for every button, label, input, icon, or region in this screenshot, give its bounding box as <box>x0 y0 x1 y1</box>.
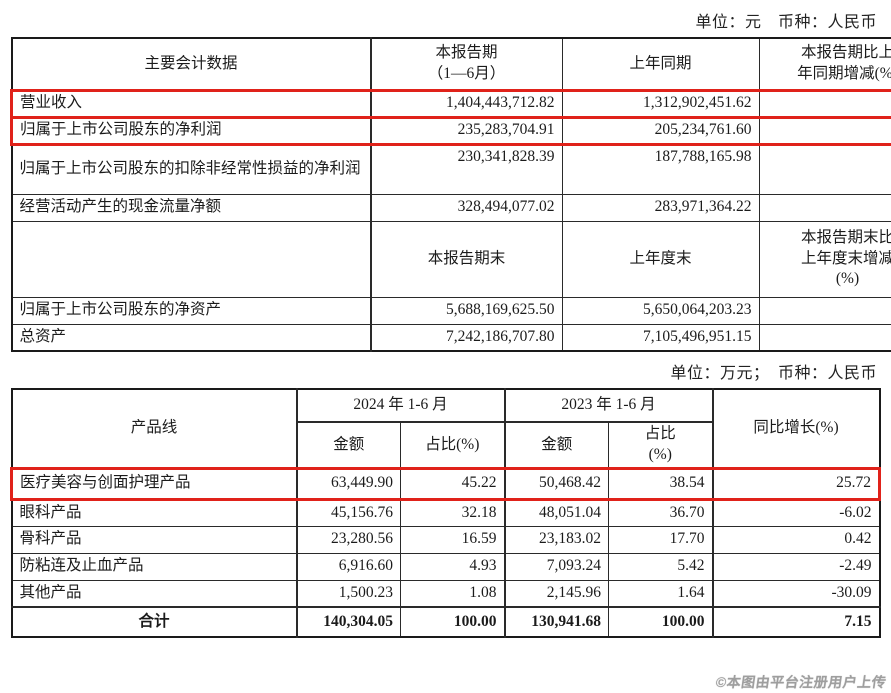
table-row-deducted-net-profit: 归属于上市公司股东的扣除非经常性损益的净利润 230,341,828.39 18… <box>11 143 891 195</box>
total-label: 合计 <box>11 606 297 638</box>
table-row-medical-aesthetics-highlighted: 医疗美容与创面护理产品 63,449.90 45.22 50,468.42 38… <box>10 466 881 501</box>
row-label: 医疗美容与创面护理产品 <box>10 466 297 501</box>
cell-current: 1,404,443,712.82 <box>369 88 563 119</box>
table-row-anti-adhesion: 防粘连及止血产品 6,916.60 4.93 7,093.24 5.42 -2.… <box>11 552 880 581</box>
row-label: 营业收入 <box>10 88 371 119</box>
row-label: 总资产 <box>11 323 371 352</box>
cell-share-2023: 5.42 <box>608 552 713 581</box>
cell-amount-2023: 2,145.96 <box>503 579 609 608</box>
cell-prior: 5,650,064,203.23 <box>561 296 760 325</box>
table-row-operating-cashflow: 经营活动产生的现金流量净额 328,494,077.02 283,971,364… <box>11 193 891 222</box>
cell-share-2023: 1.64 <box>608 579 713 608</box>
header-period-end-change: 本报告期末比 上年度末增减 (%) <box>758 220 891 298</box>
cell-share-2024: 4.93 <box>400 552 505 581</box>
table-header-row: 主要会计数据 本报告期 （1—6月） 上年同期 本报告期比上 年同期增减(%) <box>11 37 891 91</box>
row-label: 归属于上市公司股东的净资产 <box>11 296 371 325</box>
header-current-period: 本报告期 （1—6月） <box>369 37 563 91</box>
header-year-2023: 2023 年 1-6 月 <box>503 388 713 423</box>
report-page: 单位：元 币种：人民币 主要会计数据 本报告期 （1—6月） 上年同期 本报告期… <box>10 14 891 638</box>
row-label: 归属于上市公司股东的净利润 <box>10 115 371 146</box>
cell-current: 235,283,704.91 <box>369 115 563 146</box>
cell-yoy: 0.42 <box>711 525 880 554</box>
header-share-2024: 占比(%) <box>400 421 505 469</box>
cell-change: 22.66 <box>758 143 891 195</box>
cell-amount-2024: 6,916.60 <box>295 552 401 581</box>
cell-yoy: 7.15 <box>711 606 880 638</box>
cell-share-2023: 38.54 <box>608 466 713 501</box>
cell-yoy: -6.02 <box>711 498 880 527</box>
row-label: 骨科产品 <box>11 525 297 554</box>
table-header-metric-row: 金额 占比(%) 金额 占比 (%) <box>12 421 880 469</box>
cell-share-2024: 45.22 <box>400 466 505 501</box>
cell-amount-2023: 48,051.04 <box>503 498 609 527</box>
table-row-orthopedic: 骨科产品 23,280.56 16.59 23,183.02 17.70 0.4… <box>11 525 880 554</box>
cell-share-2024: 1.08 <box>400 579 505 608</box>
key-accounting-data-table: 主要会计数据 本报告期 （1—6月） 上年同期 本报告期比上 年同期增减(%) … <box>10 37 891 352</box>
header-period-end: 本报告期末 <box>369 220 563 298</box>
table-row-total: 合计 140,304.05 100.00 130,941.68 100.00 7… <box>11 606 880 638</box>
table-subheader-row-period-end: 本报告期末 上年度末 本报告期末比 上年度末增减 (%) <box>11 220 891 298</box>
cell-prior: 7,105,496,951.15 <box>561 323 760 352</box>
cell-prior: 1,312,902,451.62 <box>561 88 760 119</box>
cell-share-2024: 100.00 <box>400 606 505 638</box>
header-year-2024: 2024 年 1-6 月 <box>295 388 505 423</box>
cell-share-2024: 16.59 <box>400 525 505 554</box>
row-label: 经营活动产生的现金流量净额 <box>11 193 371 222</box>
cell-current: 5,688,169,625.50 <box>369 296 563 325</box>
cell-prior: 205,234,761.60 <box>561 115 760 146</box>
cell-amount-2024: 63,449.90 <box>295 466 401 501</box>
cell-amount-2024: 140,304.05 <box>295 606 401 638</box>
cell-change: 1.92 <box>758 323 891 352</box>
header-change: 本报告期比上 年同期增减(%) <box>758 37 891 91</box>
row-label: 防粘连及止血产品 <box>11 552 297 581</box>
cell-current: 230,341,828.39 <box>369 143 563 195</box>
unit-note-mid: 单位：万元； 币种：人民币 <box>670 365 877 382</box>
cell-share-2023: 36.70 <box>608 498 713 527</box>
cell-yoy: -30.09 <box>711 579 880 608</box>
header-prior-period: 上年同期 <box>561 37 760 91</box>
header-amount-2024: 金额 <box>295 421 401 469</box>
cell-share-2023: 17.70 <box>608 525 713 554</box>
cell-amount-2024: 23,280.56 <box>295 525 401 554</box>
cell-share-2023: 100.00 <box>608 606 713 638</box>
cell-amount-2023: 7,093.24 <box>503 552 609 581</box>
cell-amount-2024: 1,500.23 <box>295 579 401 608</box>
cell-change: 15.68 <box>758 193 891 222</box>
cell-share-2024: 32.18 <box>400 498 505 527</box>
row-label: 其他产品 <box>11 579 297 608</box>
table-header-year-row: 产品线 2024 年 1-6 月 2023 年 1-6 月 同比增长(%) <box>11 388 880 469</box>
unit-note-top: 单位：元 币种：人民币 <box>695 14 877 31</box>
table-row-net-profit-highlighted: 归属于上市公司股东的净利润 235,283,704.91 205,234,761… <box>10 115 891 146</box>
cell-amount-2023: 50,468.42 <box>503 466 609 501</box>
header-empty <box>11 220 371 298</box>
cell-amount-2023: 130,941.68 <box>503 606 609 638</box>
row-label: 归属于上市公司股东的扣除非经常性损益的净利润 <box>11 143 371 195</box>
cell-yoy: -2.49 <box>711 552 880 581</box>
header-product-line: 产品线 <box>11 388 297 469</box>
cell-change: 14.64 <box>758 115 891 146</box>
cell-prior: 283,971,364.22 <box>561 193 760 222</box>
header-share-2023: 占比 (%) <box>608 421 713 469</box>
cell-current: 7,242,186,707.80 <box>369 323 563 352</box>
cell-yoy: 25.72 <box>711 466 881 501</box>
table-row-net-assets: 归属于上市公司股东的净资产 5,688,169,625.50 5,650,064… <box>11 296 891 325</box>
cell-prior: 187,788,165.98 <box>561 143 760 195</box>
cell-amount-2023: 23,183.02 <box>503 525 609 554</box>
platform-watermark: ©本图由平台注册用户上传 <box>714 674 888 690</box>
header-amount-2023: 金额 <box>503 421 609 469</box>
cell-current: 328,494,077.02 <box>369 193 563 222</box>
header-key-data: 主要会计数据 <box>11 37 371 91</box>
table-row-revenue-highlighted: 营业收入 1,404,443,712.82 1,312,902,451.62 6… <box>10 88 891 119</box>
cell-change: 0.67 <box>758 296 891 325</box>
table-row-ophthalmic: 眼科产品 45,156.76 32.18 48,051.04 36.70 -6.… <box>11 498 880 527</box>
cell-amount-2024: 45,156.76 <box>295 498 401 527</box>
row-label: 眼科产品 <box>11 498 297 527</box>
header-yoy-growth: 同比增长(%) <box>711 388 880 469</box>
product-line-table: 产品线 2024 年 1-6 月 2023 年 1-6 月 同比增长(%) 金额… <box>10 388 881 638</box>
table-row-total-assets: 总资产 7,242,186,707.80 7,105,496,951.15 1.… <box>11 323 891 352</box>
header-prior-year-end: 上年度末 <box>561 220 760 298</box>
table-row-other-products: 其他产品 1,500.23 1.08 2,145.96 1.64 -30.09 <box>11 579 880 608</box>
cell-change: 6.97 <box>758 88 891 119</box>
